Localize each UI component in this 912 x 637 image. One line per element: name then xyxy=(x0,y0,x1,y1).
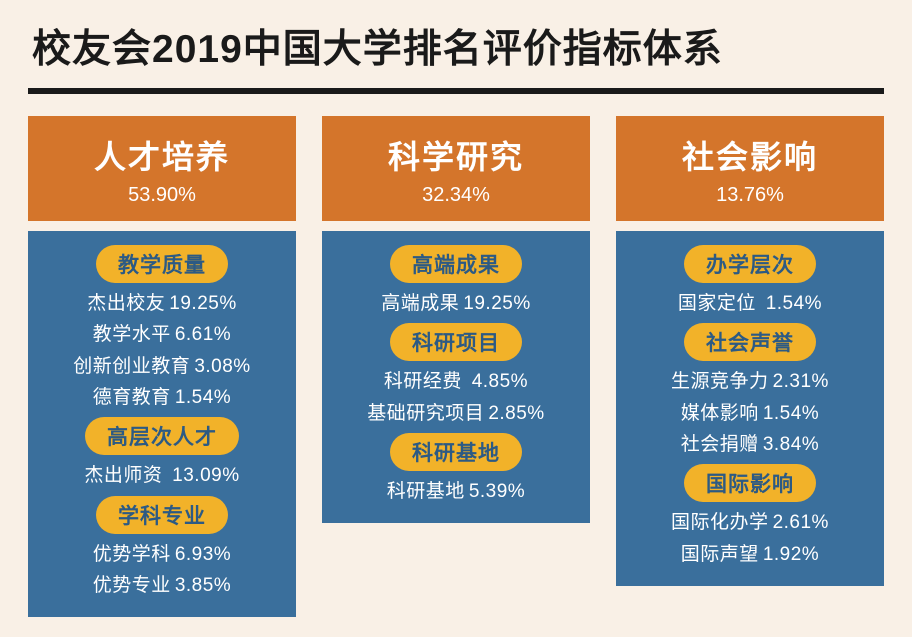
item-label: 高端成果 xyxy=(381,293,459,314)
item-label: 基础研究项目 xyxy=(367,403,484,424)
section: 学科专业优势学科6.93%优势专业3.85% xyxy=(40,496,284,602)
item-label: 杰出师资 xyxy=(84,465,162,486)
item-percent: 19.25% xyxy=(463,293,530,314)
section: 高端成果高端成果19.25% xyxy=(334,245,578,319)
item-label: 国家定位 xyxy=(678,293,756,314)
section-pill: 科研基地 xyxy=(390,433,522,471)
section-pill: 学科专业 xyxy=(96,496,228,534)
column-body: 高端成果高端成果19.25%科研项目科研经费 4.85%基础研究项目2.85%科… xyxy=(322,231,590,523)
item-percent: 3.84% xyxy=(763,434,819,455)
section-pill: 科研项目 xyxy=(390,323,522,361)
column-body: 教学质量杰出校友19.25%教学水平6.61%创新创业教育3.08%德育教育1.… xyxy=(28,231,296,617)
title-divider xyxy=(28,88,884,94)
item-label: 社会捐赠 xyxy=(681,434,759,455)
item-label: 国际化办学 xyxy=(671,512,769,533)
item-percent: 2.31% xyxy=(773,371,829,392)
column: 人才培养53.90%教学质量杰出校友19.25%教学水平6.61%创新创业教育3… xyxy=(28,116,296,617)
item-percent: 13.09% xyxy=(166,465,239,486)
column: 科学研究32.34%高端成果高端成果19.25%科研项目科研经费 4.85%基础… xyxy=(322,116,590,617)
item-label: 优势专业 xyxy=(93,575,171,596)
item-line: 科研基地5.39% xyxy=(334,476,578,507)
item-label: 创新创业教育 xyxy=(73,356,190,377)
item-label: 教学水平 xyxy=(93,324,171,345)
item-line: 优势学科6.93% xyxy=(40,539,284,570)
columns-container: 人才培养53.90%教学质量杰出校友19.25%教学水平6.61%创新创业教育3… xyxy=(28,116,884,617)
column-header: 社会影响 13.76% xyxy=(616,116,884,221)
item-line: 德育教育1.54% xyxy=(40,382,284,413)
item-percent: 4.85% xyxy=(466,371,528,392)
section: 教学质量杰出校友19.25%教学水平6.61%创新创业教育3.08%德育教育1.… xyxy=(40,245,284,413)
section-pill: 教学质量 xyxy=(96,245,228,283)
column-header-title: 科学研究 xyxy=(330,132,582,178)
section: 办学层次国家定位 1.54% xyxy=(628,245,872,319)
column-body: 办学层次国家定位 1.54%社会声誉生源竞争力2.31%媒体影响1.54%社会捐… xyxy=(616,231,884,586)
column-header: 科学研究 32.34% xyxy=(322,116,590,221)
section: 国际影响国际化办学2.61%国际声望1.92% xyxy=(628,464,872,570)
item-line: 杰出校友19.25% xyxy=(40,288,284,319)
item-label: 杰出校友 xyxy=(87,293,165,314)
item-label: 生源竞争力 xyxy=(671,371,769,392)
item-percent: 6.93% xyxy=(175,544,231,565)
item-percent: 1.54% xyxy=(763,403,819,424)
column-header-title: 社会影响 xyxy=(624,132,876,178)
column-header: 人才培养 53.90% xyxy=(28,116,296,221)
page-root: 校友会2019中国大学排名评价指标体系 人才培养53.90%教学质量杰出校友19… xyxy=(0,0,912,637)
column: 社会影响13.76%办学层次国家定位 1.54%社会声誉生源竞争力2.31%媒体… xyxy=(616,116,884,617)
item-percent: 3.85% xyxy=(175,575,231,596)
item-label: 科研基地 xyxy=(387,481,465,502)
item-line: 基础研究项目2.85% xyxy=(334,398,578,429)
column-header-title: 人才培养 xyxy=(36,132,288,178)
item-line: 国际声望1.92% xyxy=(628,539,872,570)
item-line: 优势专业3.85% xyxy=(40,570,284,601)
section: 科研基地科研基地5.39% xyxy=(334,433,578,507)
item-percent: 2.85% xyxy=(488,403,544,424)
item-label: 优势学科 xyxy=(93,544,171,565)
item-line: 高端成果19.25% xyxy=(334,288,578,319)
item-line: 国际化办学2.61% xyxy=(628,507,872,538)
column-header-percent: 32.34% xyxy=(330,184,582,207)
section-pill: 高端成果 xyxy=(390,245,522,283)
item-line: 国家定位 1.54% xyxy=(628,288,872,319)
section: 高层次人才杰出师资 13.09% xyxy=(40,417,284,491)
item-line: 杰出师资 13.09% xyxy=(40,460,284,491)
item-percent: 3.08% xyxy=(194,356,250,377)
item-line: 教学水平6.61% xyxy=(40,319,284,350)
item-line: 媒体影响1.54% xyxy=(628,398,872,429)
item-percent: 19.25% xyxy=(169,293,236,314)
item-percent: 1.54% xyxy=(760,293,822,314)
section: 科研项目科研经费 4.85%基础研究项目2.85% xyxy=(334,323,578,429)
item-line: 科研经费 4.85% xyxy=(334,366,578,397)
item-percent: 1.92% xyxy=(763,544,819,565)
page-title: 校友会2019中国大学排名评价指标体系 xyxy=(32,18,884,74)
section-pill: 办学层次 xyxy=(684,245,816,283)
item-label: 德育教育 xyxy=(93,387,171,408)
item-percent: 1.54% xyxy=(175,387,231,408)
item-percent: 6.61% xyxy=(175,324,231,345)
section-pill: 高层次人才 xyxy=(85,417,239,455)
item-percent: 2.61% xyxy=(773,512,829,533)
section-pill: 国际影响 xyxy=(684,464,816,502)
column-header-percent: 13.76% xyxy=(624,184,876,207)
item-line: 生源竞争力2.31% xyxy=(628,366,872,397)
section: 社会声誉生源竞争力2.31%媒体影响1.54%社会捐赠3.84% xyxy=(628,323,872,460)
item-label: 科研经费 xyxy=(384,371,462,392)
item-label: 媒体影响 xyxy=(681,403,759,424)
item-percent: 5.39% xyxy=(469,481,525,502)
item-line: 创新创业教育3.08% xyxy=(40,351,284,382)
item-label: 国际声望 xyxy=(681,544,759,565)
section-pill: 社会声誉 xyxy=(684,323,816,361)
item-line: 社会捐赠3.84% xyxy=(628,429,872,460)
column-header-percent: 53.90% xyxy=(36,184,288,207)
